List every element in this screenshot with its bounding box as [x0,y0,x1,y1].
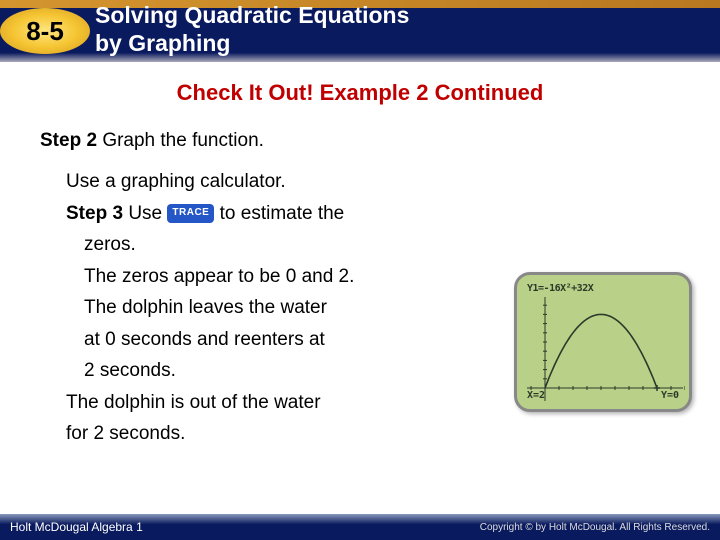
lesson-header: 8-5 Solving Quadratic Equations by Graph… [0,0,720,62]
body-line-1: Use a graphing calculator. [66,168,680,196]
calculator-readout: X=2 Y=0 [527,390,679,401]
step-2-line: Step 2 Graph the function. [40,130,680,152]
lesson-number-badge: 8-5 [0,8,90,54]
step-3-pre: Use [128,203,167,224]
example-subheading: Check It Out! Example 2 Continued [40,80,680,106]
trace-button-icon: TRACE [167,204,214,223]
calculator-screenshot: Y1=‑16X²+32X X=2 Y=0 [514,272,692,412]
title-line-1: Solving Quadratic Equations [95,2,409,28]
calculator-y-readout: Y=0 [661,390,679,401]
step-2-label: Step 2 [40,130,97,151]
step-3-post: to estimate the [214,203,344,224]
calculator-plot-area: Y1=‑16X²+32X X=2 Y=0 [525,283,681,401]
calculator-graph [525,283,685,405]
title-line-2: by Graphing [95,30,230,56]
step-3-line: Step 3 Use TRACE to estimate the [66,200,680,228]
body-line-9: for 2 seconds. [66,420,680,448]
footer-textbook: Holt McDougal Algebra 1 [10,520,143,534]
step-2-text: Graph the function. [102,130,264,151]
slide-footer: Holt McDougal Algebra 1 Copyright © by H… [0,514,720,540]
body-line-3: zeros. [84,231,680,259]
calculator-x-readout: X=2 [527,390,545,401]
lesson-number: 8-5 [26,16,64,47]
footer-copyright: Copyright © by Holt McDougal. All Rights… [480,522,710,533]
step-3-label: Step 3 [66,203,123,224]
lesson-title: Solving Quadratic Equations by Graphing [95,2,409,57]
